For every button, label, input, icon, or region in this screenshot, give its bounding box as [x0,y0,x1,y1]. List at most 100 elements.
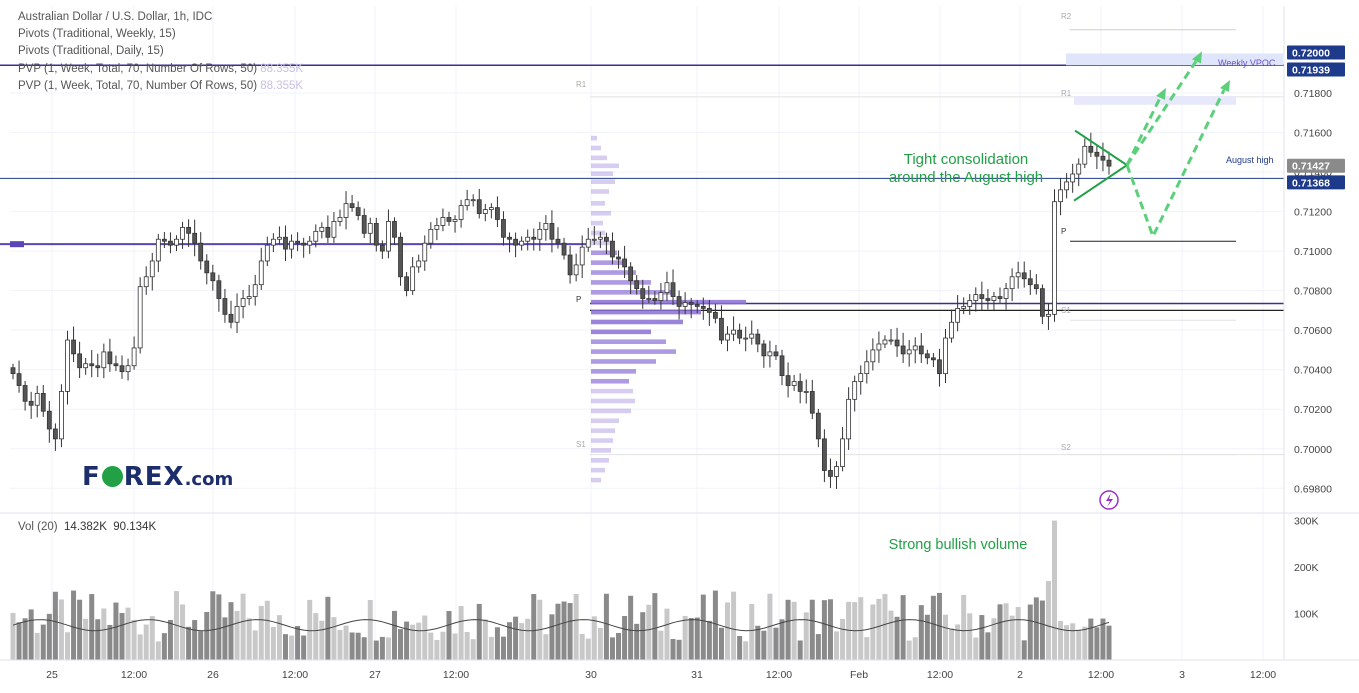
candle-bearish [567,254,573,276]
volume-bar [949,628,955,660]
volume-bar [591,616,597,660]
volume-bar [682,615,688,660]
candle-bullish [519,240,525,246]
volume-bar [180,604,186,660]
volume-bar [616,632,622,660]
logo-suffix: .com [184,469,234,490]
volume-bar [815,634,821,660]
volume-bar [379,636,385,660]
candle-bullish [1009,276,1015,290]
volume-bar [882,593,888,660]
candle-bearish [22,385,28,402]
volume-bar [482,619,488,660]
volume-bar [997,604,1003,660]
legend-volume-value1: 14.382K [64,521,107,533]
y-tick-label: 0.71800 [1294,88,1332,100]
volume-bar [301,635,307,660]
candle-bearish [828,470,833,477]
r1-zone [1074,95,1236,105]
candle-bearish [476,199,482,214]
candle-bearish [210,272,216,282]
candle-bullish [264,244,270,262]
volume-bar [319,620,325,660]
volume-bar [894,616,900,660]
candle-bearish [694,304,700,307]
volume-bar [1058,620,1064,660]
volume-bar [264,600,270,660]
volume-bar [603,593,609,660]
profile-row [591,230,605,236]
volume-annotation: Strong bullish volume [889,537,1028,553]
volume-bar [888,610,894,660]
volume-bar [573,594,579,660]
candle-bearish [1021,272,1027,280]
candle-bullish [961,306,967,309]
candle-bullish [410,266,416,292]
candle-bullish [579,246,585,266]
lightning-icon[interactable] [1099,490,1119,510]
candle-bullish [912,345,918,351]
logo-o-mark [101,466,123,487]
candle-bearish [46,410,52,430]
candle-bullish [864,361,870,375]
candle-bearish [222,298,228,315]
volume-bar [234,610,240,660]
forex-logo: F REX.com [82,462,233,492]
volume-bar [519,623,525,660]
profile-row [591,260,627,265]
candle-bearish [77,353,83,369]
candle-bearish [495,207,500,220]
volume-bar [125,607,131,660]
candle-bearish [404,276,409,292]
candle-bearish [507,236,512,240]
volume-bar [628,595,634,660]
candle-bullish [767,351,773,357]
candle-bullish [234,306,240,323]
candle-bullish [591,238,597,241]
candle-bearish [755,333,761,345]
candle-bullish [658,292,664,301]
volume-bar [210,591,216,660]
price-tag-label: 0.71427 [1292,161,1330,173]
volume-bar [452,633,458,660]
candle-bearish [937,359,942,375]
candle-bullish [882,339,888,345]
legend-ind2: Pivots (Traditional, Daily, 15) [18,45,164,57]
volume-bar [513,616,519,660]
volume-bar [749,604,755,660]
x-tick-label: 12:00 [282,669,308,681]
candle-bearish [198,242,204,262]
candle-bearish [40,393,46,412]
candle-bearish [168,240,173,246]
candle-bearish [894,339,900,347]
volume-bar [797,640,803,660]
volume-bar [373,640,379,660]
volume-bar [167,619,173,660]
volume-bar [779,619,785,660]
candle-bearish [301,242,307,246]
y-tick-label: 0.70800 [1294,286,1332,298]
profile-row [591,309,701,315]
volume-bar [961,594,967,660]
volume-bar [1100,618,1106,660]
candle-bullish [955,308,961,323]
candle-bullish [149,260,155,278]
candle-bullish [597,236,603,240]
volume-bar [791,601,797,660]
volume-bar [870,604,876,660]
candle-bearish [373,223,379,246]
candle-bullish [252,284,258,297]
volume-bar [597,627,603,660]
volume-bar [446,611,452,660]
candle-bullish [803,391,809,393]
volume-bar [34,632,40,660]
volume-bar [840,618,846,660]
legend-ind3-text: PVP (1, Week, Total, 70, Number Of Rows,… [18,63,258,75]
candle-bullish [174,238,179,246]
volume-bar [712,590,718,660]
candle-bearish [186,226,192,234]
volume-bar [991,618,997,660]
candle-bearish [706,308,712,313]
candle-bearish [398,236,403,278]
